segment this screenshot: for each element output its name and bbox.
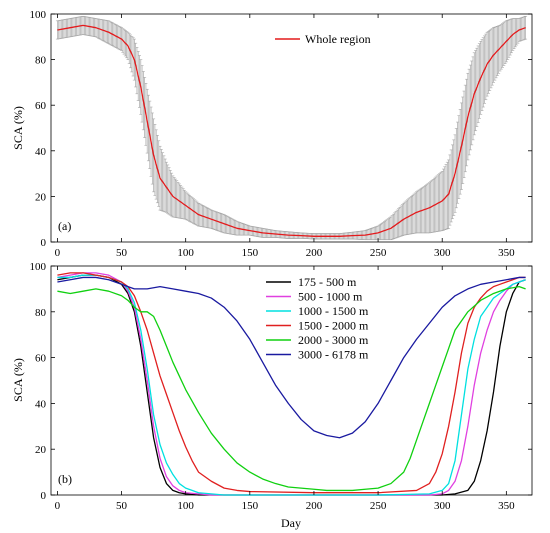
x-tick-label: 300 (434, 500, 451, 512)
y-tick-label: 60 (35, 100, 47, 112)
panel-b-y-ticks: 0 20 40 60 80 100 (30, 261, 532, 502)
x-tick-label: 0 (55, 247, 61, 259)
series-line-1000-1500-m (57, 274, 526, 496)
legend-label: 500 - 1000 m (298, 290, 363, 304)
y-tick-label: 0 (41, 237, 47, 249)
panel-a-label: (a) (58, 219, 71, 233)
panel-b-x-ticks: 0 50 100 150 200 250 300 350 (55, 266, 515, 512)
panel-a-legend: Whole region (275, 32, 371, 46)
x-tick-label: 150 (242, 500, 259, 512)
panel-a-y-axis-label: SCA (%) (11, 106, 25, 150)
y-tick-label: 40 (35, 398, 47, 410)
series-line-3000-6178-m (57, 276, 526, 439)
y-tick-label: 100 (30, 9, 47, 21)
legend-label: 1500 - 2000 m (298, 319, 369, 333)
panel-a-series-lines (57, 24, 526, 237)
panel-a-error-bars (55, 15, 528, 241)
panel-a: 0 50 100 150 200 250 300 350 0 20 40 60 80 100 SCA (… (11, 9, 533, 259)
legend-label: 3000 - 6178 m (298, 348, 369, 362)
y-tick-label: 40 (35, 146, 47, 158)
panel-a-y-ticks: 0 20 40 60 80 100 (30, 9, 532, 249)
y-tick-label: 60 (35, 353, 47, 365)
panel-b-series-lines (57, 272, 526, 496)
panel-a-plot-area (50, 13, 533, 243)
y-tick-label: 0 (41, 490, 47, 502)
series-line-175-500-m (57, 274, 526, 496)
series-line-whole-region (57, 24, 526, 237)
y-tick-label: 20 (35, 191, 47, 203)
x-tick-label: 350 (498, 247, 515, 259)
series-line-1500-2000-m (57, 272, 526, 494)
x-tick-label: 200 (306, 500, 323, 512)
series-line-2000-3000-m (57, 285, 526, 492)
panel-a-x-ticks: 0 50 100 150 200 250 300 350 (55, 14, 515, 259)
y-tick-label: 80 (35, 55, 47, 67)
x-tick-label: 200 (306, 247, 323, 259)
legend-label: 2000 - 3000 m (298, 333, 369, 347)
x-tick-label: 100 (177, 247, 194, 259)
x-tick-label: 0 (55, 500, 61, 512)
panel-b-label: (b) (58, 472, 72, 486)
legend-label-whole-region: Whole region (305, 32, 371, 46)
panel-b-y-axis-label: SCA (%) (11, 358, 25, 402)
x-tick-label: 250 (370, 500, 387, 512)
x-tick-label: 250 (370, 247, 387, 259)
legend-label: 175 - 500 m (298, 275, 357, 289)
legend-label: 1000 - 1500 m (298, 304, 369, 318)
y-tick-label: 100 (30, 261, 47, 273)
x-tick-label: 150 (242, 247, 259, 259)
x-tick-label: 300 (434, 247, 451, 259)
y-tick-label: 80 (35, 307, 47, 319)
y-tick-label: 20 (35, 444, 47, 456)
x-tick-label: 50 (116, 500, 128, 512)
panel-b-x-axis-label: Day (281, 516, 301, 530)
x-tick-label: 350 (498, 500, 515, 512)
panel-b: 0 50 100 150 200 250 300 350 0 20 40 60 80 100 SCA (… (11, 261, 533, 530)
x-tick-label: 50 (116, 247, 128, 259)
x-tick-label: 100 (177, 500, 194, 512)
panel-b-plot-area (50, 265, 533, 496)
